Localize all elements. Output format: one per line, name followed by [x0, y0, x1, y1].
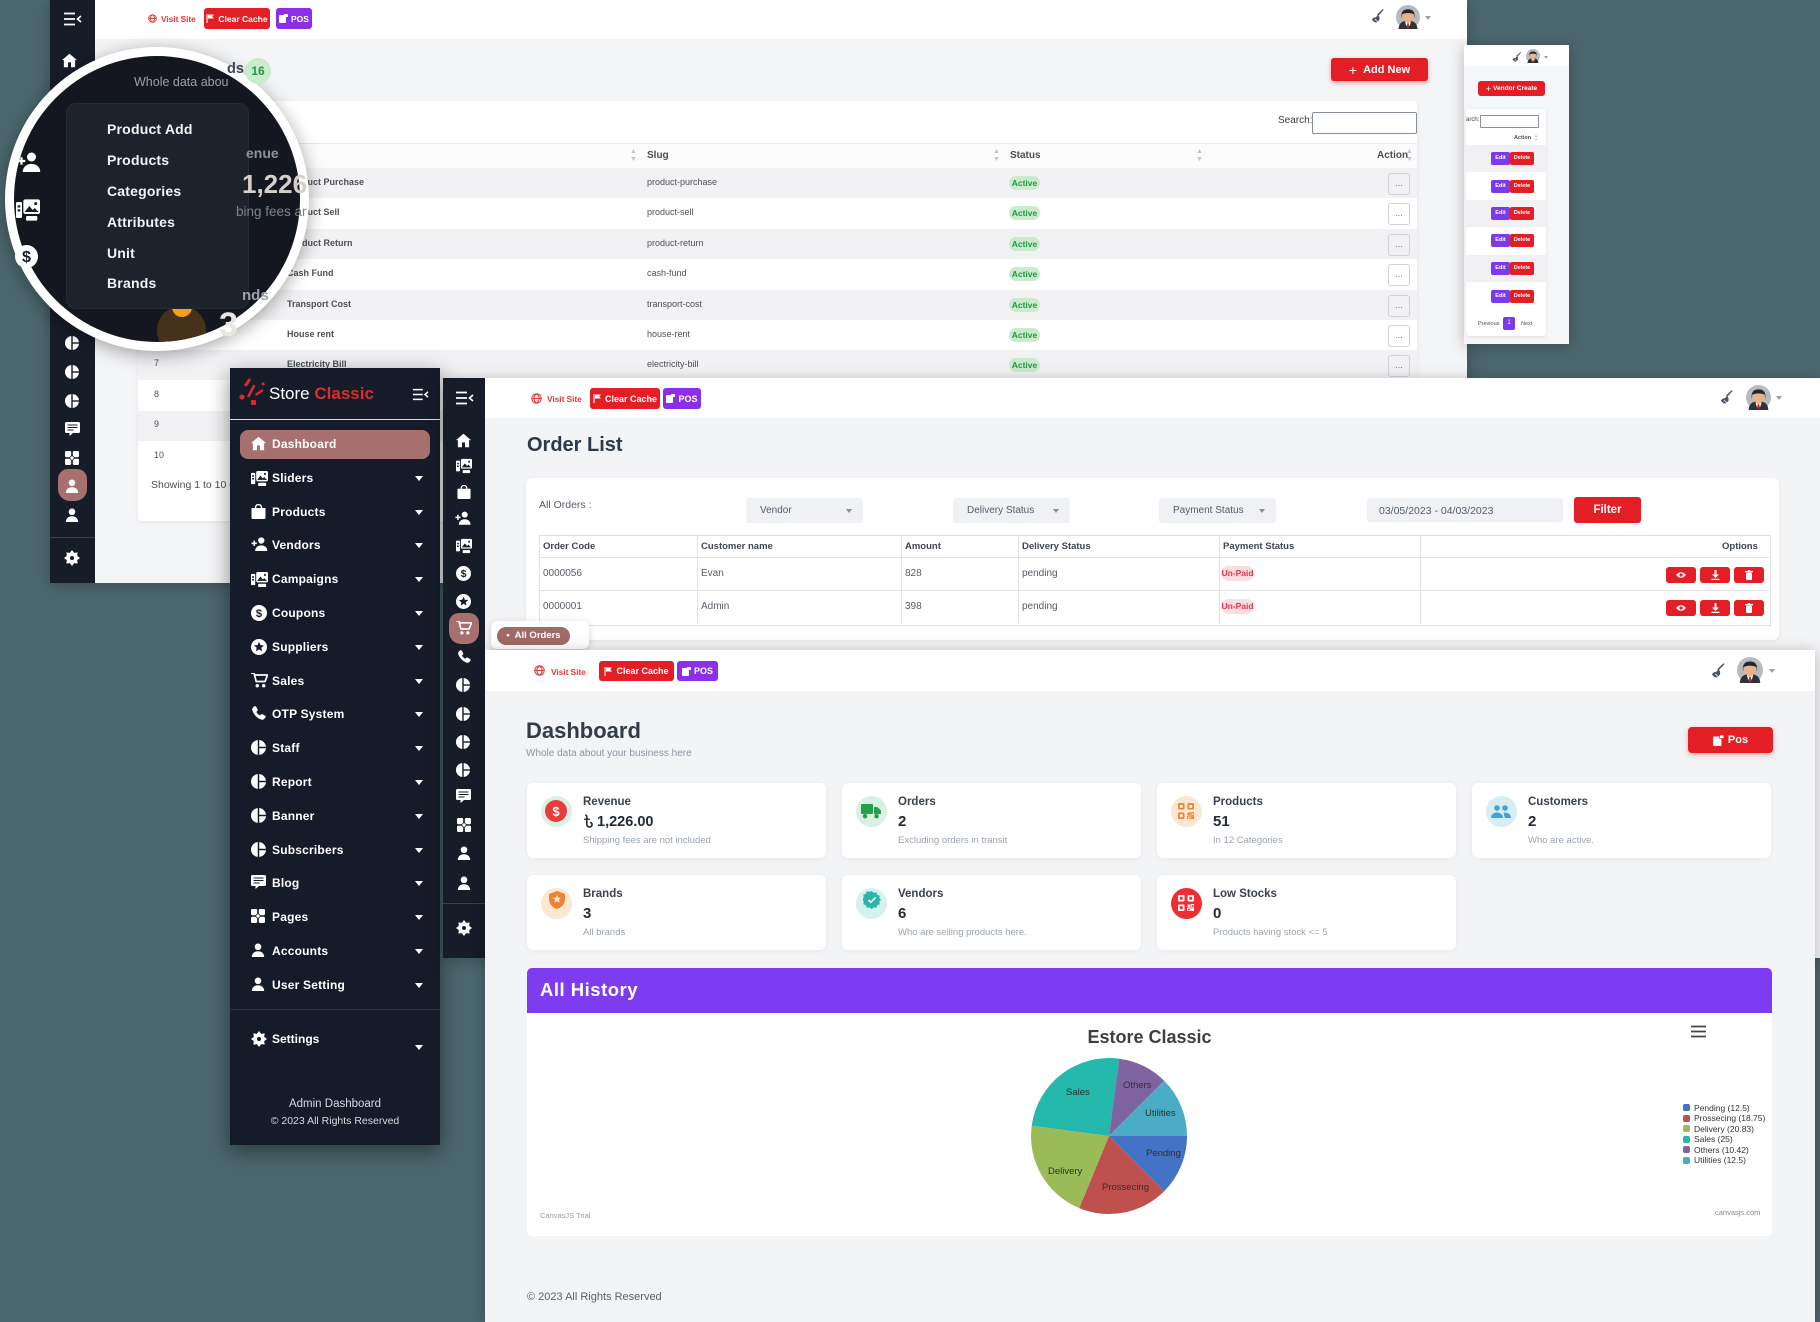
svg-text:$: $	[22, 248, 31, 266]
svg-text:$: $	[461, 568, 467, 580]
svg-text:$: $	[256, 608, 263, 620]
svg-text:$: $	[552, 804, 560, 819]
